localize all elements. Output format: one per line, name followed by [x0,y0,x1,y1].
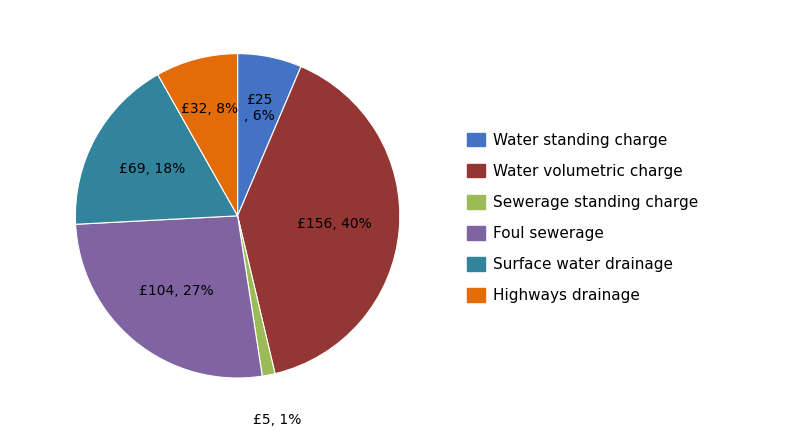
Text: £25
, 6%: £25 , 6% [244,92,275,123]
Wedge shape [75,75,238,224]
Text: £156, 40%: £156, 40% [297,217,372,231]
Text: £69, 18%: £69, 18% [119,162,185,176]
Text: £104, 27%: £104, 27% [139,284,214,298]
Text: £5, 1%: £5, 1% [253,412,302,426]
Wedge shape [238,216,275,376]
Wedge shape [238,67,400,374]
Text: £32, 8%: £32, 8% [181,102,238,116]
Wedge shape [238,54,301,216]
Wedge shape [158,54,238,216]
Legend: Water standing charge, Water volumetric charge, Sewerage standing charge, Foul s: Water standing charge, Water volumetric … [467,133,699,303]
Wedge shape [75,216,262,378]
